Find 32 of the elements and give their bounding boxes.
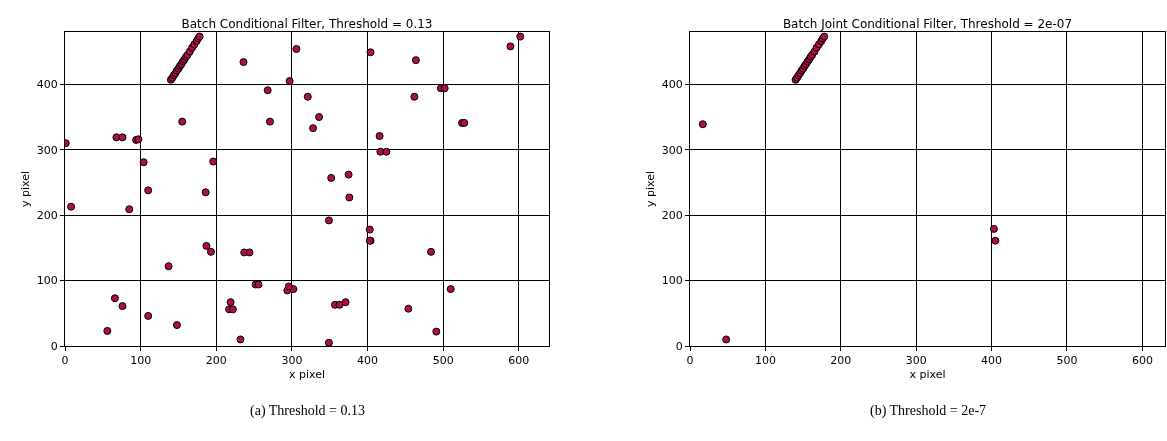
x-tick-label: 600 xyxy=(508,354,530,368)
x-axis-title: x pixel xyxy=(909,368,946,382)
y-tick-label: 100 xyxy=(36,274,58,288)
y-tick-label: 400 xyxy=(661,78,683,92)
x-tick-label: 0 xyxy=(686,354,694,368)
y-tick-label: 400 xyxy=(36,78,58,92)
x-tick-label: 200 xyxy=(830,354,852,368)
text: (a) Threshold = 0.13 xyxy=(250,403,365,419)
x-tick-label: 200 xyxy=(205,354,227,368)
x-tick-label: 300 xyxy=(281,354,303,368)
x-tick-label: 500 xyxy=(1056,354,1078,368)
y-tick-label: 200 xyxy=(36,209,58,223)
x-tick-label: 0 xyxy=(61,354,69,368)
x-tick-label: 400 xyxy=(981,354,1003,368)
x-axis-title: x pixel xyxy=(288,368,326,382)
x-tick-label: 300 xyxy=(905,354,927,368)
text: (b) Threshold = 2e-7 xyxy=(870,403,987,419)
y-tick-label: 0 xyxy=(50,339,58,353)
chart-title: Batch Joint Conditional Filter, Threshold = 2e-07 xyxy=(782,17,1073,31)
y-axis-title: y pixel xyxy=(644,170,658,208)
y-tick-label: 300 xyxy=(661,143,683,157)
x-tick-label: 100 xyxy=(754,354,776,368)
y-axis-title: y pixel xyxy=(19,170,33,208)
x-tick-label: 500 xyxy=(432,354,454,368)
y-tick-label: 300 xyxy=(36,143,58,157)
x-tick-label: 100 xyxy=(130,354,152,368)
y-tick-label: 200 xyxy=(661,209,683,223)
x-tick-label: 400 xyxy=(357,354,378,368)
y-tick-label: 0 xyxy=(675,339,683,353)
chart-title: Batch Conditional Filter, Threshold = 0.13 xyxy=(181,17,433,31)
y-tick-label: 100 xyxy=(661,274,683,288)
x-tick-label: 600 xyxy=(1131,354,1153,368)
